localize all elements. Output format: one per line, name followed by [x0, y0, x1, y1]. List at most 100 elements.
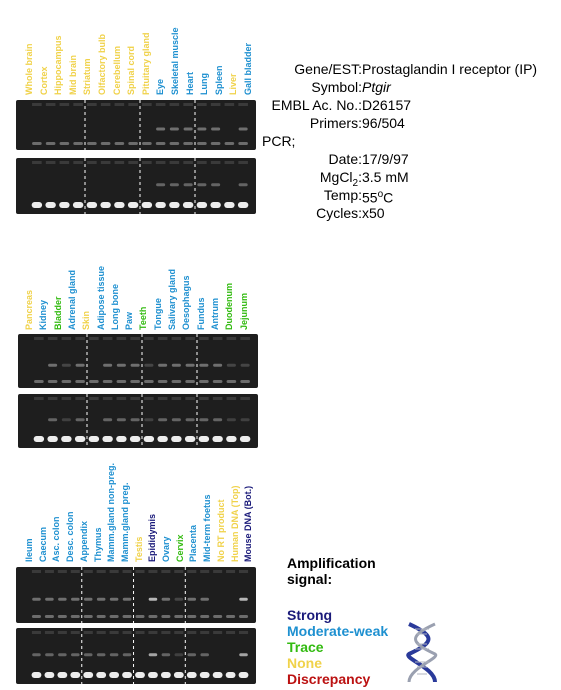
primer-band	[109, 615, 119, 618]
gel-well	[122, 631, 132, 634]
primer-band	[83, 672, 94, 678]
primer-band	[72, 202, 84, 208]
gel-well	[128, 161, 138, 164]
primer-band	[45, 202, 56, 208]
gel-well	[34, 337, 44, 340]
gel-well	[161, 631, 171, 634]
gel-well	[199, 337, 209, 340]
lane-label: Mid-term foetus	[202, 494, 213, 563]
lane-label: Long bone	[109, 284, 120, 330]
gel-well	[34, 397, 44, 400]
primer-band	[57, 615, 67, 618]
gel-image-2-top	[18, 334, 258, 388]
product-band	[187, 597, 197, 601]
primers-label: Primers:	[309, 115, 362, 131]
primer-band	[157, 436, 168, 442]
product-band	[96, 597, 106, 601]
primer-band	[89, 380, 99, 383]
lane-label: Cerebellum	[111, 45, 122, 95]
gel-well	[75, 397, 85, 400]
product-band	[48, 363, 58, 367]
pcr-label: PCR;	[262, 133, 296, 149]
gel-well	[144, 397, 154, 400]
primer-band	[96, 672, 107, 678]
lane-label: Antrum	[209, 298, 220, 330]
primer-band	[59, 202, 70, 208]
legend-strong: Strong	[287, 607, 333, 623]
product-band	[122, 653, 132, 657]
gel-well	[44, 631, 54, 634]
product-band	[211, 183, 221, 187]
gel-image-1-bottom	[16, 158, 256, 214]
primer-band	[100, 202, 111, 208]
lane-label: Spinal cord	[126, 45, 137, 95]
product-band	[130, 363, 140, 367]
gel-well	[171, 397, 182, 400]
gel-well	[59, 161, 70, 164]
gel-well	[174, 570, 184, 573]
gel-bands	[31, 628, 249, 684]
lane-label: Kidney	[38, 299, 49, 330]
gel-well	[240, 397, 250, 400]
gel-image-1-top	[16, 100, 256, 150]
product-band	[171, 418, 181, 422]
gel-well	[32, 103, 42, 106]
primer-band	[114, 142, 125, 145]
gel-well	[200, 631, 210, 634]
gel-well	[87, 161, 97, 164]
gel-well	[32, 161, 42, 164]
lane-label: Duodenum	[224, 283, 235, 330]
primer-band	[239, 436, 251, 442]
primer-band	[174, 615, 184, 618]
amplification-legend: Amplification signal: Strong Moderate-we…	[287, 555, 388, 687]
product-band	[240, 418, 250, 422]
temp-label: Temp:	[323, 187, 362, 203]
product-band	[32, 597, 41, 601]
gel-well	[130, 337, 140, 340]
gel-well	[142, 161, 152, 164]
mgcl-label: MgCl2:	[319, 169, 362, 189]
lane-label: Cortex	[38, 66, 49, 95]
primer-band	[226, 380, 237, 383]
gel-image-3-top	[16, 567, 256, 623]
gel-well	[157, 397, 168, 400]
primer-band	[88, 436, 100, 442]
gel-well	[239, 631, 249, 634]
gel-well	[47, 337, 58, 340]
product-band	[197, 127, 207, 131]
primer-band	[196, 202, 208, 208]
primer-band	[44, 615, 54, 618]
primer-band	[237, 202, 249, 208]
gel-well	[155, 161, 166, 164]
primer-band	[129, 436, 141, 442]
primer-band	[128, 142, 138, 145]
product-band	[239, 597, 248, 601]
primer-band	[199, 672, 210, 678]
symbol-label: Symbol:	[311, 79, 362, 95]
primer-band	[114, 202, 125, 208]
gel-well	[96, 631, 106, 634]
dna-helix-icon	[406, 622, 438, 683]
primer-band	[31, 672, 42, 678]
gel-well	[45, 161, 56, 164]
primer-band	[122, 672, 132, 678]
gel-well	[87, 103, 97, 106]
gel-well	[169, 103, 180, 106]
primer-band	[102, 436, 113, 442]
gel-well	[96, 570, 106, 573]
product-band	[45, 597, 54, 601]
lane-label: Mouse DNA (Bot.)	[243, 485, 254, 562]
primer-band	[210, 202, 221, 208]
gel-well	[155, 103, 166, 106]
gel-well	[70, 570, 80, 573]
gel-well	[130, 397, 140, 400]
product-band	[45, 653, 54, 657]
product-band	[197, 183, 207, 187]
primer-band	[160, 672, 171, 678]
primer-band	[240, 380, 250, 383]
lane-label: Heart	[184, 71, 195, 95]
primer-band	[96, 615, 106, 618]
lane-label: Fundus	[195, 297, 206, 331]
primer-band	[143, 436, 155, 442]
primer-band	[200, 615, 210, 618]
